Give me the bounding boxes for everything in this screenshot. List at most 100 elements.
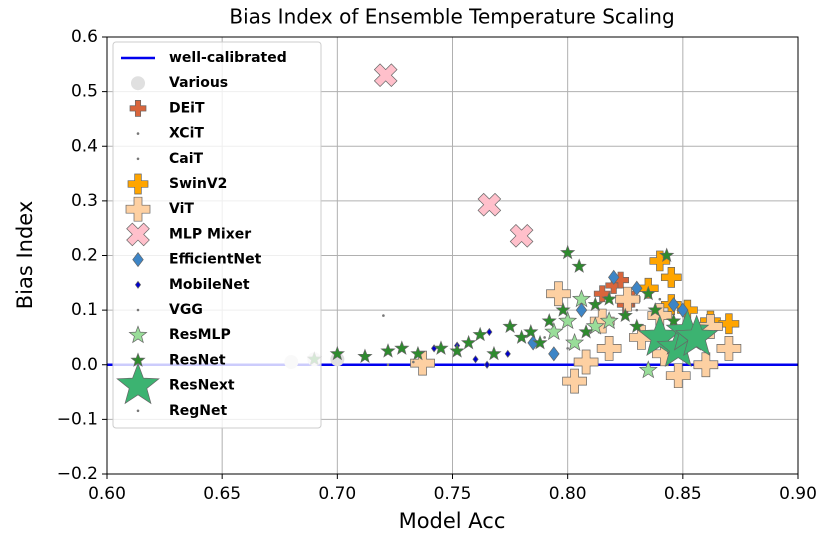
- legend-label: RegNet: [169, 403, 228, 419]
- marker: [380, 343, 396, 358]
- marker: [329, 345, 345, 361]
- marker: [596, 336, 622, 361]
- marker: [386, 363, 390, 367]
- marker: [635, 308, 639, 312]
- marker: [585, 316, 605, 335]
- x-tick-label: 0.75: [434, 484, 472, 504]
- legend-marker: [129, 100, 147, 117]
- legend-label: DEiT: [169, 100, 205, 116]
- marker: [647, 302, 663, 317]
- marker: [472, 326, 488, 342]
- marker: [357, 348, 373, 364]
- marker: [410, 345, 426, 361]
- marker: [589, 308, 615, 334]
- marker: [546, 281, 571, 307]
- marker: [412, 360, 415, 364]
- x-tick-label: 0.80: [549, 484, 587, 504]
- marker: [640, 285, 656, 301]
- plot-area: [284, 63, 742, 394]
- marker: [665, 363, 691, 389]
- marker: [560, 244, 576, 260]
- x-tick-label: 0.60: [88, 484, 126, 504]
- legend-marker: [125, 196, 151, 222]
- legend-label: ViT: [169, 201, 194, 217]
- marker: [617, 307, 633, 323]
- marker: [608, 269, 620, 285]
- marker: [693, 352, 719, 378]
- legend-label: well-calibrated: [169, 50, 287, 66]
- legend-label: ResNet: [169, 352, 226, 368]
- marker: [566, 347, 569, 350]
- marker: [674, 314, 719, 357]
- marker: [558, 311, 578, 330]
- legend-marker: [136, 409, 140, 413]
- legend-marker: [126, 222, 150, 247]
- marker: [373, 63, 398, 88]
- marker: [382, 314, 385, 317]
- marker: [660, 267, 682, 288]
- legend-marker: [132, 252, 144, 268]
- marker: [667, 297, 680, 313]
- marker: [629, 318, 645, 333]
- legend-marker: [136, 308, 140, 312]
- marker: [571, 289, 592, 308]
- x-tick-label: 0.85: [664, 484, 702, 504]
- marker: [509, 224, 534, 248]
- marker: [562, 368, 587, 394]
- legend-marker: [136, 157, 140, 161]
- y-tick-label: 0.6: [71, 27, 98, 47]
- legend-marker: [116, 362, 160, 405]
- marker: [486, 327, 493, 337]
- marker: [589, 330, 592, 334]
- legend-label: MLP Mixer: [169, 226, 251, 242]
- x-tick-label: 0.70: [318, 484, 356, 504]
- y-tick-label: −0.1: [57, 409, 98, 429]
- marker: [449, 343, 465, 358]
- marker: [573, 349, 599, 375]
- marker: [483, 360, 491, 369]
- y-tick-label: 0.2: [71, 246, 98, 266]
- y-tick-label: −0.2: [57, 464, 98, 484]
- legend-label: EfficientNet: [169, 252, 262, 268]
- marker: [504, 349, 511, 358]
- legend-marker: [127, 173, 149, 195]
- marker: [548, 346, 560, 362]
- legend-label: Various: [169, 75, 228, 91]
- chart-title: Bias Index of Ensemble Temperature Scali…: [229, 5, 674, 29]
- legend-marker: [131, 76, 145, 91]
- marker: [472, 355, 479, 364]
- marker: [410, 350, 435, 376]
- marker: [649, 250, 671, 272]
- marker: [513, 329, 530, 344]
- legend-label: VGG: [169, 302, 203, 318]
- y-tick-label: 0.0: [71, 355, 98, 375]
- marker: [502, 318, 518, 333]
- marker: [677, 302, 689, 318]
- plot-frame: [106, 36, 799, 475]
- y-tick-label: 0.3: [71, 191, 98, 211]
- y-tick-label: 0.5: [71, 82, 98, 102]
- legend-label: MobileNet: [169, 277, 250, 293]
- marker: [615, 286, 640, 312]
- y-axis-label: Bias Index: [13, 201, 37, 310]
- legend-label: CaiT: [169, 151, 204, 167]
- legend-label: XCiT: [169, 126, 204, 142]
- x-axis-label: Model Acc: [399, 509, 506, 533]
- marker: [587, 296, 603, 312]
- marker: [543, 336, 546, 339]
- x-tick-label: 0.65: [203, 484, 241, 504]
- marker: [486, 345, 502, 361]
- legend-marker: [128, 325, 148, 344]
- marker: [599, 311, 619, 330]
- legend-label: ResNext: [169, 378, 235, 394]
- marker: [532, 334, 548, 350]
- marker: [565, 332, 585, 351]
- x-tick-label: 0.90: [779, 484, 817, 504]
- legend-label: ResMLP: [169, 327, 231, 343]
- y-tick-label: 0.4: [71, 136, 98, 156]
- marker: [461, 334, 477, 350]
- marker: [477, 192, 502, 217]
- marker: [523, 323, 539, 339]
- marker: [571, 258, 587, 273]
